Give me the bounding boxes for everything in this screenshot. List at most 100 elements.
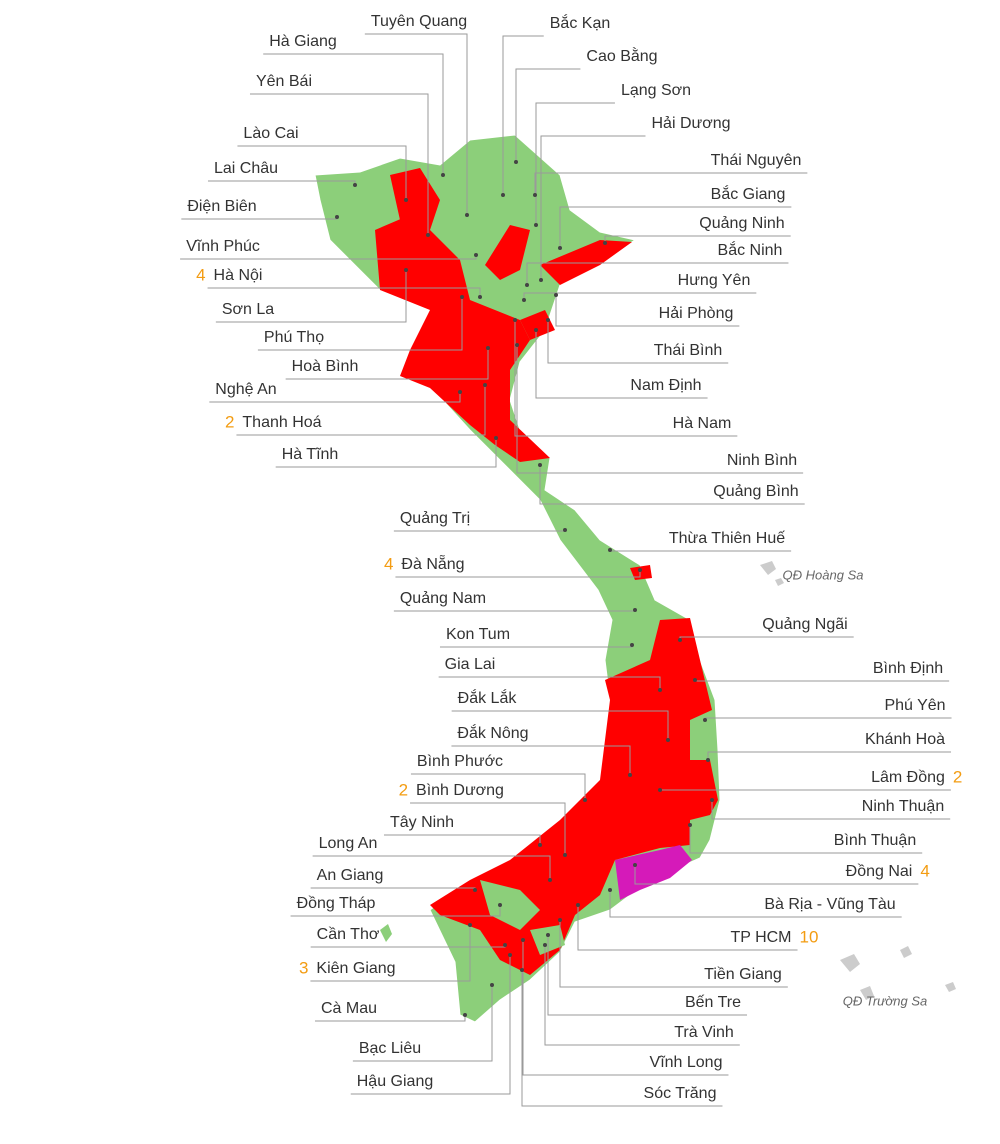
province-dot bbox=[498, 903, 502, 907]
province-label: Bắc Giang bbox=[711, 184, 786, 203]
province-label: Kon Tum bbox=[446, 626, 510, 643]
leader-line bbox=[312, 855, 551, 880]
province-label: Lâm Đồng bbox=[871, 769, 945, 786]
leader-line bbox=[540, 135, 646, 280]
leader-line bbox=[522, 940, 729, 1076]
leader-line bbox=[236, 385, 486, 436]
province-dot bbox=[666, 738, 670, 742]
province-dot bbox=[554, 293, 558, 297]
leader-line bbox=[547, 935, 748, 1016]
leader-line bbox=[604, 235, 791, 243]
province-label: Thái Bình bbox=[654, 342, 722, 359]
province-label: Cần Thơ bbox=[317, 926, 380, 943]
province-dot bbox=[483, 383, 487, 387]
province-dot bbox=[558, 918, 562, 922]
province-label: Quảng Ninh bbox=[699, 215, 784, 232]
leader-line bbox=[634, 865, 919, 885]
province-label: Quảng Nam bbox=[400, 590, 486, 607]
leader-line bbox=[514, 320, 738, 437]
province-dot bbox=[563, 528, 567, 532]
province-dot bbox=[458, 390, 462, 394]
province-label: Cà Mau bbox=[321, 1000, 377, 1017]
province-dot bbox=[688, 823, 692, 827]
province-label: Hậu Giang bbox=[357, 1073, 434, 1090]
province-dot bbox=[706, 758, 710, 762]
leader-line bbox=[290, 905, 501, 917]
province-dot bbox=[508, 953, 512, 957]
province-dot bbox=[490, 983, 494, 987]
province-label: Bắc Ninh bbox=[718, 240, 783, 259]
leader-line bbox=[393, 610, 636, 612]
province-dot bbox=[633, 608, 637, 612]
province-dot bbox=[473, 888, 477, 892]
case-count: 10 bbox=[800, 927, 819, 946]
province-label: Tiền Giang bbox=[704, 966, 782, 983]
leader-line bbox=[521, 970, 723, 1107]
province-label: Bến Tre bbox=[685, 994, 741, 1011]
province-label: Nam Định bbox=[630, 377, 701, 394]
leader-line bbox=[209, 392, 461, 403]
leader-line bbox=[516, 345, 804, 474]
province-label: Quảng Bình bbox=[713, 483, 798, 500]
leader-line bbox=[515, 68, 581, 162]
leader-line bbox=[523, 292, 757, 300]
province-label: Hải Dương bbox=[651, 115, 730, 132]
province-label: Bạc Liêu bbox=[359, 1040, 421, 1057]
province-dot bbox=[426, 233, 430, 237]
leader-line bbox=[707, 751, 952, 760]
province-dot bbox=[525, 283, 529, 287]
province-label: Lai Châu bbox=[214, 160, 278, 177]
leader-line bbox=[534, 172, 808, 195]
province-dot bbox=[563, 853, 567, 857]
province-label: Lạng Sơn bbox=[621, 82, 691, 99]
province-label: Phú Yên bbox=[884, 697, 945, 714]
island-label: QĐ Trường Sa bbox=[843, 993, 928, 1008]
province-label: Điện Biên bbox=[187, 198, 256, 215]
province-dot bbox=[603, 241, 607, 245]
province-label: Khánh Hoà bbox=[865, 731, 945, 748]
province-label: Tây Ninh bbox=[390, 814, 454, 831]
province-dot bbox=[638, 568, 642, 572]
case-count: 2 bbox=[953, 767, 962, 786]
leader-line bbox=[383, 834, 541, 845]
province-dot bbox=[534, 223, 538, 227]
province-label: Kiên Giang bbox=[316, 960, 395, 977]
province-label: Hoà Bình bbox=[292, 358, 359, 375]
province-dot bbox=[514, 160, 518, 164]
province-label: Thừa Thiên Huế bbox=[669, 530, 785, 547]
province-label: TP HCM bbox=[730, 929, 791, 946]
province-label: An Giang bbox=[317, 867, 384, 884]
province-label: Yên Bái bbox=[256, 73, 312, 90]
province-label: Ninh Bình bbox=[727, 452, 797, 469]
province-dot bbox=[522, 298, 526, 302]
province-dot bbox=[710, 798, 714, 802]
province-label: Sóc Trăng bbox=[644, 1085, 717, 1102]
leader-line bbox=[215, 270, 407, 323]
leader-line bbox=[689, 825, 923, 854]
leader-line bbox=[577, 905, 798, 951]
province-label: Hà Giang bbox=[269, 33, 337, 50]
province-dot bbox=[546, 933, 550, 937]
province-dot bbox=[628, 773, 632, 777]
province-dot bbox=[521, 938, 525, 942]
province-label: Long An bbox=[319, 835, 378, 852]
province-dot bbox=[630, 643, 634, 647]
province-label: Gia Lai bbox=[445, 656, 496, 673]
province-dot bbox=[465, 213, 469, 217]
province-dot bbox=[486, 346, 490, 350]
leader-line bbox=[451, 710, 669, 740]
province-label: Đắk Nông bbox=[457, 723, 528, 742]
province-dot bbox=[608, 888, 612, 892]
province-label: Vĩnh Phúc bbox=[186, 238, 260, 255]
leader-line bbox=[559, 206, 792, 248]
province-label: Cao Bằng bbox=[586, 46, 657, 65]
leader-line bbox=[393, 530, 566, 532]
leader-line bbox=[410, 802, 566, 855]
case-count: 4 bbox=[196, 265, 205, 284]
province-label: Bình Dương bbox=[416, 782, 504, 799]
province-label: Nghệ An bbox=[215, 381, 276, 398]
leader-line bbox=[352, 985, 493, 1062]
case-count: 2 bbox=[225, 412, 234, 431]
leader-line bbox=[711, 800, 951, 820]
